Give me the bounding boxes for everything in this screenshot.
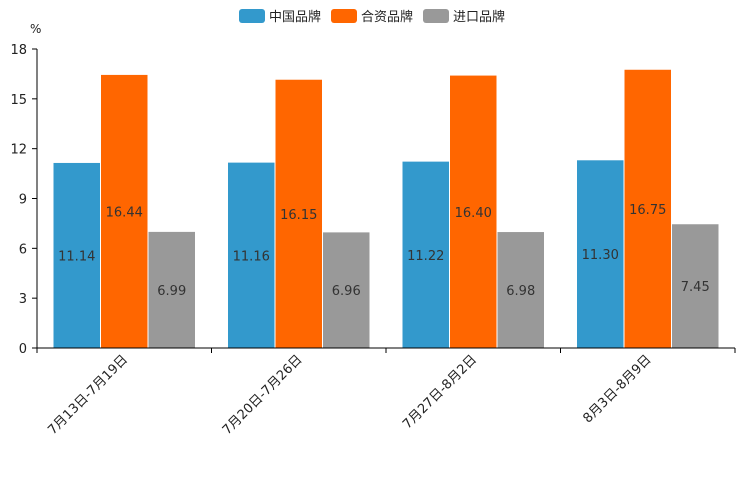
legend-label: 进口品牌	[453, 9, 505, 25]
legend-swatch	[239, 9, 265, 23]
y-axis-unit-label: %	[30, 22, 41, 36]
legend: 中国品牌 合资品牌 进口品牌	[239, 9, 505, 25]
bar-value-label: 11.14	[58, 249, 95, 264]
y-tick-label: 15	[10, 93, 27, 108]
bar-value-label: 16.44	[106, 205, 143, 220]
bar	[101, 74, 148, 348]
legend-label: 中国品牌	[269, 9, 321, 25]
y-tick-label: 3	[19, 292, 27, 307]
bar-value-label: 6.96	[332, 284, 361, 299]
legend-swatch	[423, 9, 449, 23]
legend-item[interactable]: 合资品牌	[331, 9, 413, 25]
bar-value-label: 6.98	[506, 284, 535, 299]
x-category-label: 7月13日-7月19日	[45, 352, 131, 438]
bar	[323, 232, 370, 348]
legend-label: 合资品牌	[361, 9, 413, 25]
y-tick-label: 6	[19, 242, 27, 257]
bar	[624, 69, 671, 348]
y-axis: 0 3 6 9 12 15 18	[10, 43, 38, 357]
x-axis: 7月13日-7月19日 7月20日-7月26日 7月27日-8月2日 8月3日-8月9…	[36, 347, 736, 438]
bar-value-label: 7.45	[681, 280, 710, 295]
y-tick-label: 12	[10, 143, 27, 158]
y-tick-label: 9	[19, 193, 27, 208]
legend-swatch	[331, 9, 357, 23]
bar	[53, 162, 100, 348]
bar	[148, 231, 195, 348]
bar-value-label: 16.75	[629, 203, 666, 218]
legend-item[interactable]: 中国品牌	[239, 9, 321, 25]
bar	[577, 160, 624, 348]
bar-value-label: 11.16	[233, 249, 270, 264]
bar-value-label: 11.22	[407, 249, 444, 264]
bar-value-label: 16.40	[455, 206, 492, 221]
bar-value-label: 6.99	[157, 284, 186, 299]
bar	[228, 162, 275, 348]
y-tick-label: 18	[10, 43, 27, 58]
bar	[402, 161, 449, 348]
legend-item[interactable]: 进口品牌	[423, 9, 505, 25]
y-tick-label: 0	[19, 342, 27, 357]
bar	[672, 224, 719, 348]
bar	[275, 79, 322, 348]
x-category-label: 7月20日-7月26日	[220, 352, 306, 438]
x-category-label: 7月27日-8月2日	[400, 352, 480, 432]
bar-value-label: 16.15	[280, 208, 317, 223]
bars-group: 11.14 16.44 6.99 11.16 16.15 6.96 11.22 16.40 6.…	[53, 69, 719, 349]
x-category-label: 8月3日-8月9日	[580, 352, 654, 426]
bar	[497, 232, 544, 348]
bar-value-label: 11.30	[582, 248, 619, 263]
bar	[450, 75, 497, 349]
